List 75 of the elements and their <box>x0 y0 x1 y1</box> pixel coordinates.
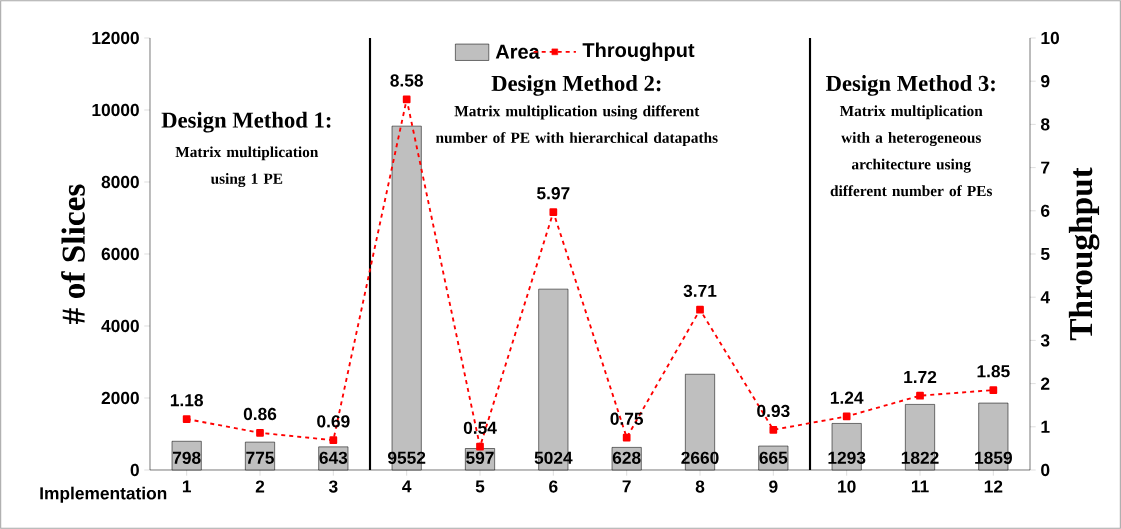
y-tick-label: 6000 <box>101 247 139 261</box>
data-label: 2660 <box>681 451 719 464</box>
data-label: 8.58 <box>390 74 424 87</box>
data-label: 1822 <box>901 451 939 464</box>
data-label: 643 <box>319 451 348 464</box>
point <box>256 428 264 437</box>
data-label: 9552 <box>388 451 426 464</box>
x-tick-label: 11 <box>911 480 929 493</box>
data-label: 0.86 <box>243 407 277 421</box>
point <box>549 208 558 216</box>
point <box>182 415 191 423</box>
y-tick-label: 12000 <box>92 31 139 45</box>
legend-label: Area <box>495 44 540 59</box>
y2-tick-label: 4 <box>1040 291 1050 304</box>
data-label: 1859 <box>975 451 1012 464</box>
y2-tick-label: 3 <box>1040 334 1050 347</box>
x-tick-label: 4 <box>402 480 412 493</box>
y2-tick-label: 7 <box>1041 161 1050 174</box>
data-label: 1.24 <box>830 391 864 404</box>
point <box>696 305 704 314</box>
y-tick-label: 10000 <box>92 103 139 117</box>
legend-label: Throughput <box>582 42 695 62</box>
y-tick-label: 4000 <box>101 319 139 333</box>
point <box>989 386 998 394</box>
data-label: 0.69 <box>317 415 350 428</box>
y2-axis-title: Throughput <box>1068 167 1100 341</box>
y-tick-label: 8000 <box>101 175 139 189</box>
data-label: 1.18 <box>170 394 204 407</box>
data-label: 0.93 <box>757 404 790 418</box>
x-axis-title: Implementation <box>40 486 167 503</box>
y2-tick-label: 9 <box>1041 75 1050 88</box>
x-tick-label: 6 <box>549 480 558 493</box>
x-tick-label: 2 <box>255 480 265 493</box>
point <box>329 436 338 445</box>
x-tick-label: 10 <box>838 480 856 493</box>
point <box>476 442 484 451</box>
point <box>622 433 631 442</box>
data-label: 5.97 <box>537 187 570 200</box>
annotation: Design Method 1: <box>161 111 331 133</box>
y-tick-label: 0 <box>130 463 139 477</box>
data-label: 798 <box>172 451 201 464</box>
point <box>769 425 778 434</box>
annotation: Matrix multiplication with a heterogeneous architecture using different number of PEs <box>830 105 993 197</box>
data-label: 597 <box>466 451 494 464</box>
data-label: 775 <box>246 451 274 464</box>
y2-tick-label: 10 <box>1041 31 1059 45</box>
annotation: Design Method 3: <box>825 75 995 96</box>
y2-tick-label: 1 <box>1041 420 1050 433</box>
x-tick-label: 8 <box>695 480 705 493</box>
data-label: 628 <box>612 451 641 464</box>
annotation: Design Method 2: <box>491 75 661 96</box>
data-label: 3.71 <box>683 284 717 298</box>
data-label: 1293 <box>828 451 866 464</box>
annotation: Matrix multiplication using 1 PE <box>175 146 319 188</box>
y2-tick-label: 2 <box>1041 377 1050 390</box>
y2-tick-label: 0 <box>1041 463 1050 477</box>
x-tick-label: 1 <box>182 480 192 493</box>
point <box>402 95 411 104</box>
x-tick-label: 5 <box>475 480 485 493</box>
point <box>916 391 924 400</box>
y2-tick-label: 5 <box>1040 247 1050 261</box>
annotation: Matrix multiplication using different number of PE with hierarchical datapaths <box>435 105 718 147</box>
x-tick-label: 3 <box>328 480 338 493</box>
y2-tick-label: 6 <box>1041 204 1050 217</box>
x-tick-label: 9 <box>769 480 778 493</box>
data-label: 1.72 <box>904 370 937 383</box>
x-tick-label: 12 <box>984 480 1003 493</box>
y-axis-title: # of Slices <box>61 184 85 324</box>
data-label: 665 <box>759 451 788 464</box>
data-label: 1.85 <box>977 365 1010 378</box>
point <box>842 412 851 421</box>
y-tick-label: 2000 <box>101 391 139 405</box>
x-tick-label: 7 <box>622 480 631 493</box>
data-label: 5024 <box>534 451 573 464</box>
y2-tick-label: 8 <box>1040 118 1050 131</box>
